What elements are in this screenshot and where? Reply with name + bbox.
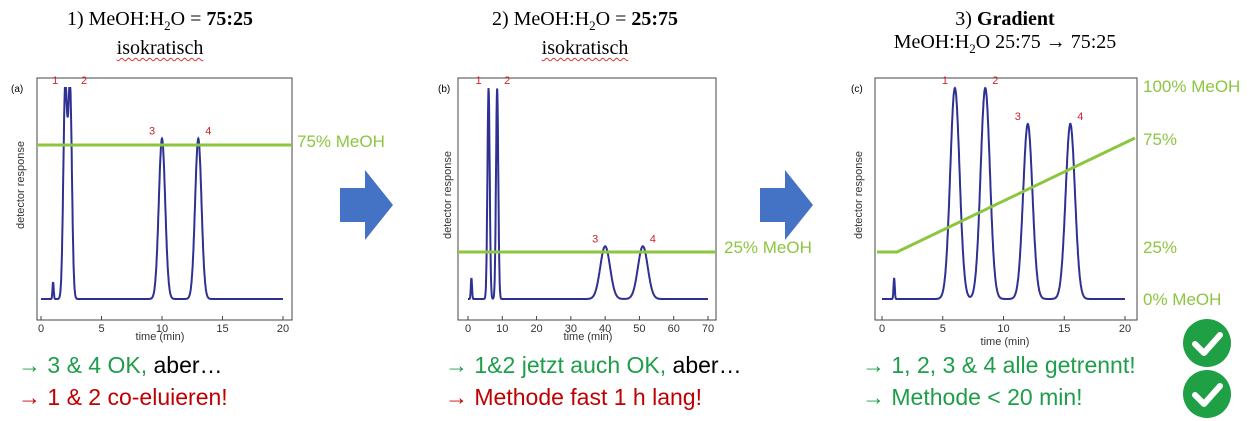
panel1-notes: → 3 & 4 OK, aber… → 1 & 2 co-eluieren! [18,349,228,413]
chromatogram-c: (c) detector response time (min) 0 5 10 15 2… [851,75,1240,348]
panel1-title-number: 1) [66,8,84,30]
peak-label: 2 [81,75,87,87]
x-tick-label: 60 [668,323,680,335]
x-tick-label: 5 [940,323,946,335]
panel-b-xlabel: time (min) [564,331,613,343]
panel3-title: 3) Gradient MeOH:H2O 25:75 → 75:25 [850,8,1160,60]
panel1-title-formula: MeOH:H [88,8,165,30]
x-tick-label: 20 [277,323,289,335]
panel-a-xticks: 0 5 10 15 20 [38,316,289,335]
panel-c-xticks: 0 5 10 15 20 [879,316,1131,335]
x-tick-label: 10 [496,323,508,335]
x-tick-label: 0 [879,323,885,335]
panel-c-gradient-line [877,136,1136,254]
panel-c-ylabel: detector response [853,151,865,239]
panel-b-frame [457,77,717,321]
panel-c-peak-labels: 1 2 3 4 [942,75,1084,123]
panel3-title-number: 3) [955,8,972,30]
panel2-title-ratio: 25:75 [631,8,679,30]
panel2-title-number: 2) [491,8,509,30]
x-tick-label: 50 [633,323,645,335]
chromatogram-a: (a) detector response time (min) 0 5 10 15 2… [11,75,385,343]
panel2-subtitle: isokratisch [541,37,629,59]
panel-a-xlabel: time (min) [136,331,185,343]
x-tick-label: 5 [98,323,104,335]
panel-c-label: (c) [851,84,863,95]
panel3-note-duration: → Methode < 20 min! [862,384,1083,410]
panel1-note-problem: → 1 & 2 co-eluieren! [18,384,228,410]
panel1-title: 1) MeOH:H2O = 75:25 isokratisch [20,8,300,60]
panel-b-trace [468,88,708,300]
gradient-label-25: 25% [1143,238,1177,257]
panel-b-xticks: 0 10 20 30 40 50 60 70 [465,316,714,335]
gradient-label-100: 100% MeOH [1143,77,1240,96]
panel1-note-ok: → 3 & 4 OK, [18,352,148,378]
panel-a-trace [41,87,283,300]
right-arrow-icon [340,170,393,240]
panel3-subtitle: MeOH:H2O 25:75 → 75:25 [850,31,1160,60]
panel3-subtitle-rest: O 25:75 → 75:25 [975,31,1117,53]
gradient-label-75: 75% [1143,130,1177,149]
panel-b-label: (b) [438,84,450,95]
panel2-title-formula: MeOH:H [513,8,590,30]
panel3-subtitle-formula: MeOH:H [893,31,970,53]
right-arrow-icon [760,170,813,240]
gradient-label-0: 0% MeOH [1143,290,1221,309]
panel-c-trace [882,86,1125,300]
peak-label: 1 [942,75,948,87]
x-tick-label: 20 [530,323,542,335]
peak-label: 4 [1077,111,1083,123]
panel-a-ylabel: detector response [15,141,27,229]
peak-label: 3 [149,126,155,138]
panel-a-mobile-phase-label: 75% MeOH [297,132,385,151]
peak-label: 3 [592,233,598,245]
peak-label: 1 [476,75,482,87]
panel-b-ylabel: detector response [442,151,454,239]
checkmark-icon [1183,319,1231,367]
peak-label: 1 [52,75,58,87]
x-tick-label: 10 [156,323,168,335]
checkmark-icon [1183,370,1231,418]
panel3-subtitle-subscript: 2 [969,41,976,56]
peak-label: 3 [1015,111,1021,123]
panel-a-peak-labels: 1 2 3 4 [52,75,211,138]
panel2-note-line1: → 1&2 jetzt auch OK, aber… [445,349,742,381]
panel2-title: 2) MeOH:H2O = 25:75 isokratisch [445,8,725,60]
panel1-note-but: aber… [147,352,223,378]
panel3-notes: → 1, 2, 3 & 4 alle getrennt! → Methode <… [862,349,1136,413]
chromatogram-b: (b) detector response time (min) 0 10 20 30… [438,75,812,343]
x-tick-label: 15 [216,323,228,335]
panel-b-peak-labels: 1 2 3 4 [476,75,656,245]
x-tick-label: 15 [1058,323,1070,335]
panel1-title-ratio: 75:25 [206,8,254,30]
panel2-note-problem: → Methode fast 1 h lang! [445,384,702,410]
panel1-title-subscript: 2 [164,18,171,33]
panel2-title-subscript: 2 [589,18,596,33]
panel2-title-rest: O = [595,8,632,30]
panel2-note-ok: → 1&2 jetzt auch OK, [445,352,667,378]
panel1-note-line1: → 3 & 4 OK, aber… [18,349,228,381]
panel2-notes: → 1&2 jetzt auch OK, aber… → Methode fas… [445,349,742,413]
peak-label: 4 [650,233,656,245]
x-tick-label: 20 [1119,323,1131,335]
x-tick-label: 40 [599,323,611,335]
x-tick-label: 0 [465,323,471,335]
panel-a-label: (a) [11,84,23,95]
panel3-note-separated: → 1, 2, 3 & 4 alle getrennt! [862,352,1136,378]
peak-label: 2 [504,75,510,87]
panel3-title-gradient: Gradient [976,8,1055,30]
panel-c-xlabel: time (min) [981,336,1030,348]
panel-b-mobile-phase-label: 25% MeOH [724,238,812,257]
x-tick-label: 70 [702,323,714,335]
panel2-note-but: aber… [666,352,742,378]
peak-label: 4 [205,126,211,138]
x-tick-label: 30 [565,323,577,335]
panel1-subtitle: isokratisch [116,37,204,59]
panel1-title-rest: O = [170,8,207,30]
x-tick-label: 10 [997,323,1009,335]
x-tick-label: 0 [38,323,44,335]
peak-label: 2 [992,75,998,87]
